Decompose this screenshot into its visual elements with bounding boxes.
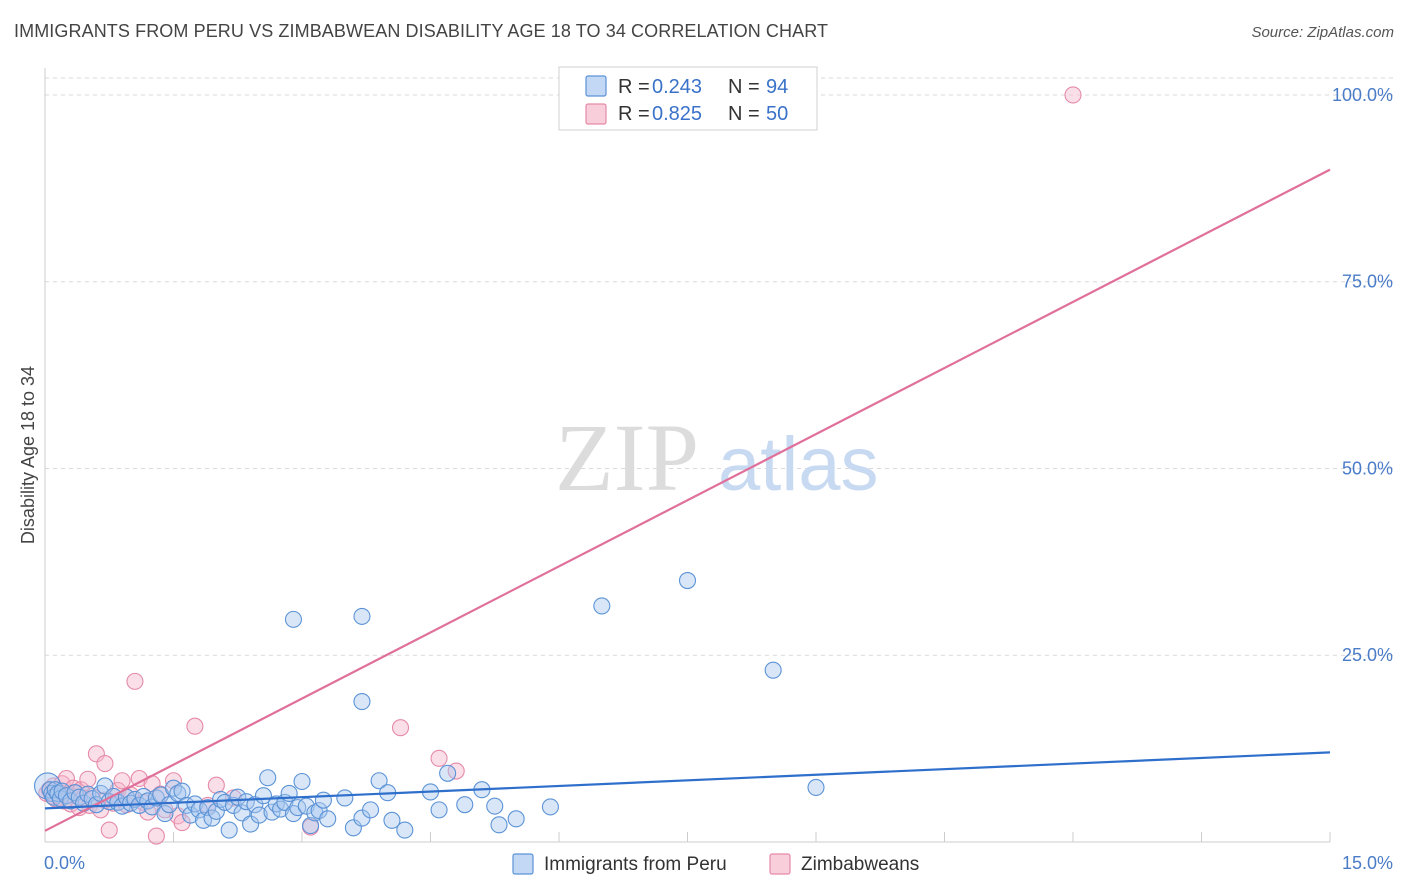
peru-point — [353, 693, 371, 711]
peru-n-value: 94 — [766, 76, 788, 98]
stats-legend: R = 0.243 N = 94 R = 0.825 N = 50 — [558, 66, 818, 131]
peru-r-value: 0.243 — [652, 76, 702, 98]
zimbabweans-trend-line — [44, 168, 1331, 832]
peru-point — [383, 811, 401, 829]
zimbabweans-point — [391, 719, 410, 737]
y-tick-label: 25.0% — [1342, 645, 1393, 665]
peru-point — [156, 805, 174, 823]
peru-point — [199, 799, 217, 817]
zimbabweans-point — [207, 776, 225, 794]
peru-series-swatch — [512, 853, 534, 875]
peru-series-label: Immigrants from Peru — [544, 854, 727, 875]
y-tick-labels: 25.0% 50.0% 75.0% 100.0% — [1332, 85, 1393, 665]
x-tick-label: 15.0% — [1342, 853, 1393, 873]
zimbabweans-point — [430, 749, 448, 767]
peru-point — [486, 797, 504, 815]
peru-point — [336, 789, 354, 807]
peru-point — [807, 778, 825, 797]
zimbabweans-point — [186, 717, 204, 735]
peru-point — [764, 661, 782, 679]
zim-r-label: R = — [618, 103, 650, 125]
peru-point — [593, 597, 611, 615]
peru-point — [297, 797, 315, 815]
peru-point — [259, 769, 277, 787]
zimbabweans-series-swatch — [769, 853, 791, 875]
zimbabweans-point — [147, 827, 165, 845]
zim-n-label: N = — [728, 103, 760, 125]
peru-point — [314, 791, 332, 809]
y-tick-label: 50.0% — [1342, 458, 1393, 478]
source-credit: Source: ZipAtlas.com — [1251, 24, 1394, 41]
peru-r-label: R = — [618, 76, 650, 98]
peru-point — [353, 607, 371, 625]
peru-point — [250, 806, 268, 824]
zimbabweans-point — [126, 672, 144, 690]
chart-title: IMMIGRANTS FROM PERU VS ZIMBABWEAN DISAB… — [14, 21, 829, 41]
zimbabweans-series-label: Zimbabweans — [801, 854, 919, 875]
peru-point — [396, 821, 414, 839]
peru-legend-swatch — [585, 75, 607, 97]
peru-point — [62, 792, 80, 810]
zim-r-value: 0.825 — [652, 103, 702, 125]
peru-points — [34, 571, 825, 839]
watermark: ZIP atlas — [555, 404, 879, 511]
x-tick-labels: 0.0% 15.0% — [44, 853, 1393, 873]
peru-point — [361, 801, 380, 819]
peru-point — [293, 772, 311, 791]
y-axis-label: Disability Age 18 to 34 — [18, 366, 38, 544]
x-tick-label: 0.0% — [44, 853, 85, 873]
peru-point — [246, 796, 264, 814]
peru-point — [456, 796, 474, 814]
zimbabweans-point — [100, 821, 118, 839]
peru-point — [430, 801, 448, 819]
peru-point — [490, 816, 508, 834]
zimbabweans-legend-swatch — [585, 103, 607, 125]
peru-point — [289, 799, 307, 817]
peru-point — [507, 810, 525, 828]
peru-point — [439, 764, 457, 782]
peru-point — [678, 571, 697, 590]
zimbabweans-point — [96, 755, 114, 773]
series-legend: Immigrants from Peru Zimbabweans — [512, 853, 919, 875]
peru-trend-line — [44, 751, 1331, 810]
zimbabweans-point — [113, 772, 131, 790]
watermark-zip: ZIP — [555, 404, 699, 511]
peru-point — [319, 810, 337, 828]
peru-point — [370, 772, 388, 790]
peru-point — [284, 610, 302, 628]
peru-n-label: N = — [728, 76, 760, 98]
peru-point — [344, 819, 362, 837]
peru-point — [182, 806, 200, 824]
zimbabweans-point — [79, 770, 97, 788]
y-tick-label: 100.0% — [1332, 85, 1393, 105]
peru-point — [242, 815, 260, 833]
watermark-atlas: atlas — [718, 422, 879, 507]
zimbabweans-point — [1064, 86, 1082, 104]
peru-point — [173, 782, 191, 800]
zimbabweans-point — [87, 745, 105, 763]
zim-n-value: 50 — [766, 103, 788, 125]
peru-point — [541, 798, 559, 816]
y-tick-label: 75.0% — [1342, 272, 1393, 292]
peru-point — [220, 821, 238, 839]
peru-point — [302, 817, 320, 835]
